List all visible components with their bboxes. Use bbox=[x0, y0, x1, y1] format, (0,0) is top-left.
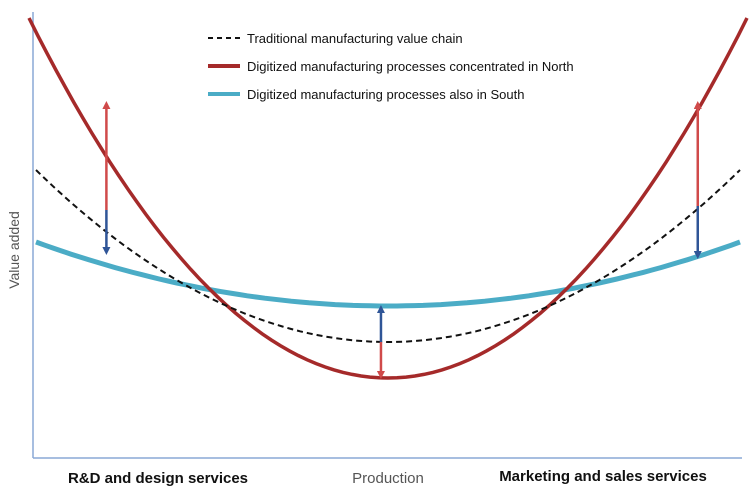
series-line-traditional bbox=[35, 169, 741, 344]
legend-label-south: Digitized manufacturing processes also i… bbox=[247, 87, 524, 102]
x-label-marketing: Marketing and sales services bbox=[499, 468, 707, 485]
legend: Traditional manufacturing value chain Di… bbox=[208, 31, 574, 102]
x-label-rnd: R&D and design services bbox=[68, 470, 248, 487]
x-label-production: Production bbox=[352, 470, 424, 487]
series-line-north bbox=[27, 17, 749, 380]
legend-label-traditional: Traditional manufacturing value chain bbox=[247, 31, 463, 46]
shift-arrows bbox=[102, 101, 702, 379]
y-axis-label: Value added bbox=[6, 211, 22, 289]
series-line-south bbox=[35, 239, 741, 309]
legend-label-north: Digitized manufacturing processes concen… bbox=[247, 59, 574, 74]
